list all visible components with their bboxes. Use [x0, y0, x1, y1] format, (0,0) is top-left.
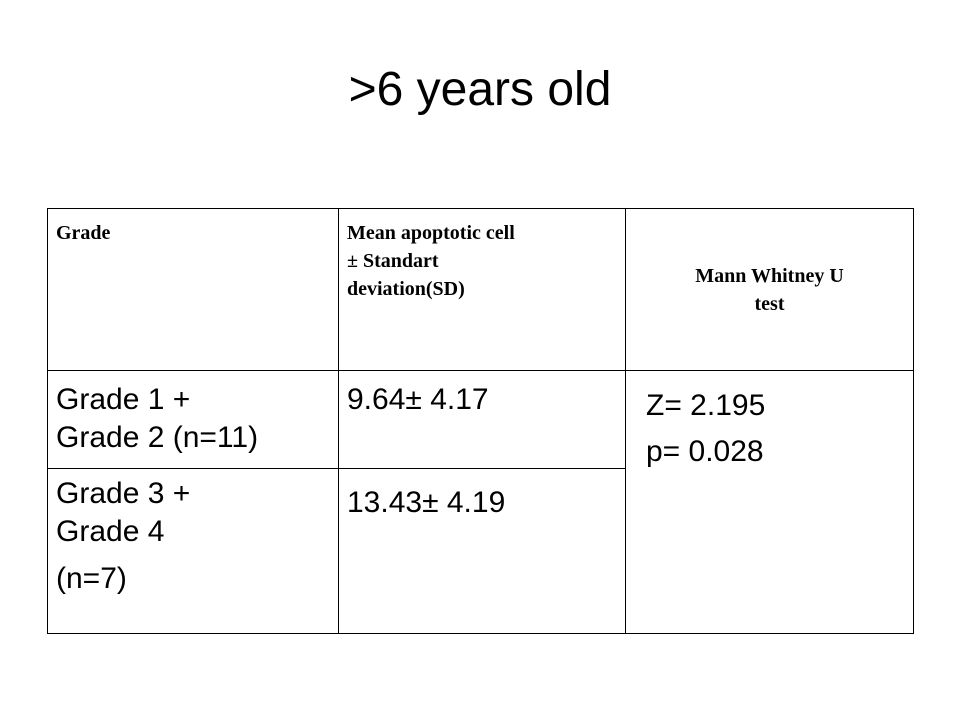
header-row: Grade Mean apoptotic cell ± Standart deviat… — [47, 208, 914, 371]
cell-line: Grade 2 (n=11) — [56, 421, 259, 454]
data-cell: Grade 1 + Grade 2 (n=11) — [47, 370, 339, 469]
cell-line: Grade — [56, 222, 111, 244]
data-cell: 9.64± 4.17 — [338, 370, 626, 469]
test-cell: Z= 2.195 p= 0.028 — [625, 370, 914, 634]
header-cell: Grade — [47, 208, 339, 371]
cell-line: p= 0.028 — [646, 435, 764, 468]
data-row: Grade 1 + Grade 2 (n=11) 9.64± 4.17 Z= 2.19… — [47, 370, 914, 634]
cell-line: test — [754, 292, 785, 315]
data-row: Grade 3 + Grade 4 (n=7) 13.43± 4.19 — [47, 468, 914, 634]
cell-line: Z= 2.195 — [646, 389, 766, 422]
cell-line: Grade 3 + — [56, 477, 191, 510]
header-cell: Mean apoptotic cell ± Standart deviation(S… — [338, 208, 626, 371]
slide-title: >6 years old — [348, 63, 612, 116]
cell-line: Grade 4 — [56, 515, 165, 548]
data-cell: Grade 3 + Grade 4 (n=7) — [47, 468, 339, 634]
header-cell: Mann Whitney U test — [625, 208, 914, 371]
cell-line: 13.43± 4.19 — [347, 486, 506, 519]
results-table: Grade Mean apoptotic cell ± Standart deviat… — [47, 208, 914, 634]
cell-line: Mean apoptotic cell — [347, 222, 515, 244]
cell-line: deviation(SD) — [347, 278, 465, 300]
cell-line: Mann Whitney U — [695, 264, 844, 287]
data-cell: 13.43± 4.19 — [338, 468, 626, 634]
cell-line: Grade 1 + — [56, 383, 191, 416]
cell-line: ± Standart — [347, 250, 439, 272]
cell-line: (n=7) — [56, 562, 127, 595]
cell-line: 9.64± 4.17 — [347, 383, 489, 416]
